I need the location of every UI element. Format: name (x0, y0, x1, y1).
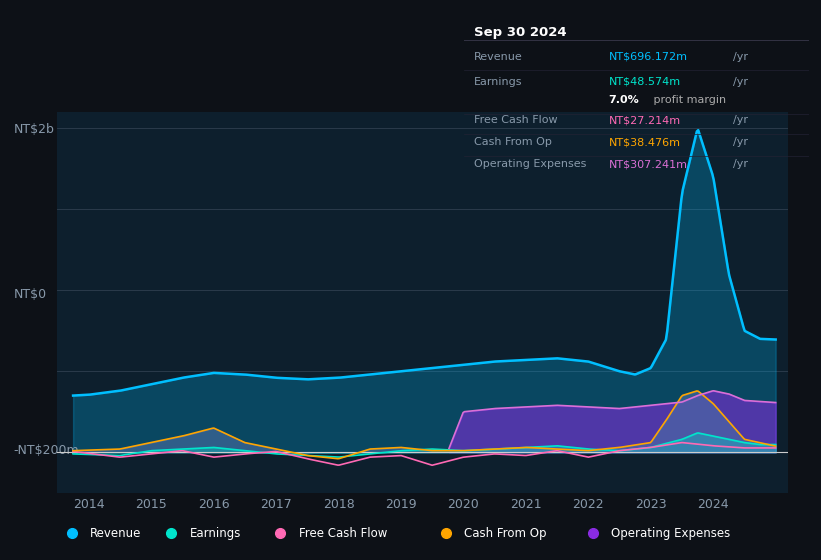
Text: Revenue: Revenue (90, 527, 142, 540)
Text: NT$2b: NT$2b (14, 123, 54, 137)
Text: Revenue: Revenue (475, 52, 523, 62)
Text: /yr: /yr (733, 115, 748, 125)
Text: Cash From Op: Cash From Op (475, 137, 552, 147)
Text: /yr: /yr (733, 159, 748, 169)
Text: NT$307.241m: NT$307.241m (608, 159, 688, 169)
Text: Free Cash Flow: Free Cash Flow (299, 527, 387, 540)
Text: NT$48.574m: NT$48.574m (608, 77, 681, 87)
Text: profit margin: profit margin (650, 95, 727, 105)
Text: Earnings: Earnings (475, 77, 523, 87)
Text: Sep 30 2024: Sep 30 2024 (475, 26, 566, 39)
Text: /yr: /yr (733, 137, 748, 147)
Text: Free Cash Flow: Free Cash Flow (475, 115, 557, 125)
Text: Operating Expenses: Operating Expenses (475, 159, 586, 169)
Text: Operating Expenses: Operating Expenses (612, 527, 731, 540)
Text: 7.0%: 7.0% (608, 95, 640, 105)
Text: /yr: /yr (733, 52, 748, 62)
Text: NT$27.214m: NT$27.214m (608, 115, 681, 125)
Text: Cash From Op: Cash From Op (465, 527, 547, 540)
Text: NT$38.476m: NT$38.476m (608, 137, 681, 147)
Text: Earnings: Earnings (190, 527, 241, 540)
Text: -NT$200m: -NT$200m (14, 445, 80, 458)
Text: /yr: /yr (733, 77, 748, 87)
Text: NT$0: NT$0 (14, 288, 47, 301)
Text: NT$696.172m: NT$696.172m (608, 52, 688, 62)
